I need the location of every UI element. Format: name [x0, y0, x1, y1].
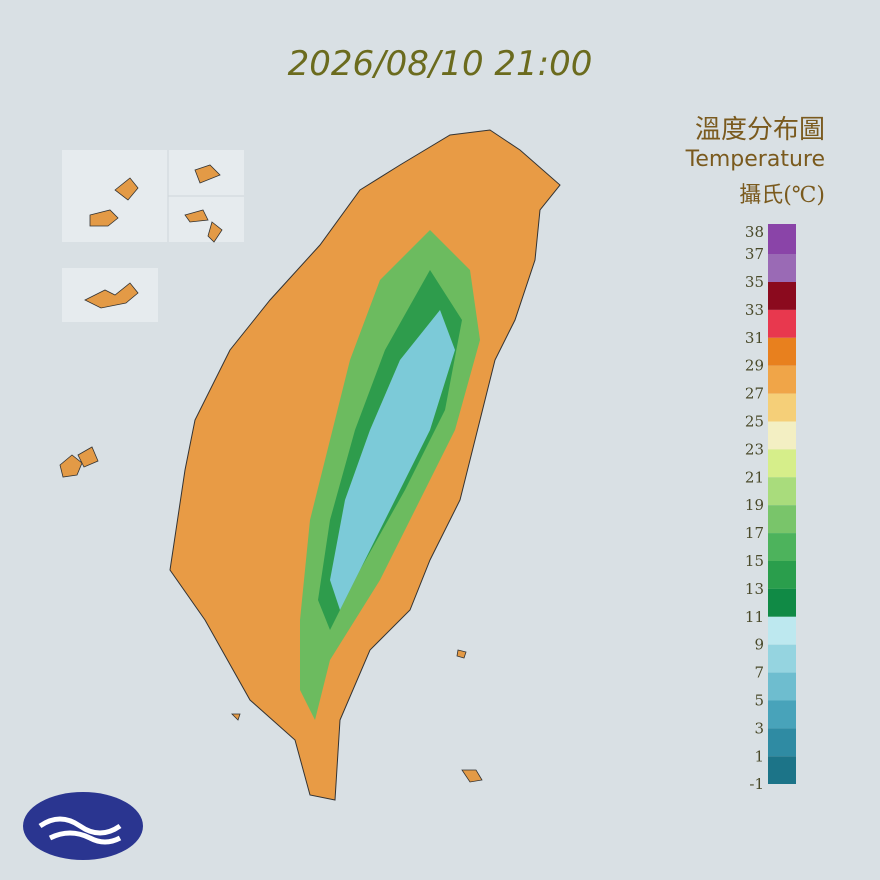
logo — [23, 792, 143, 860]
legend-tick-label: 3 — [754, 719, 764, 737]
legend-swatch — [768, 588, 796, 617]
legend-swatch — [768, 644, 796, 673]
legend-tick-label: 25 — [745, 413, 764, 431]
subtitle: Temperature — [685, 147, 825, 172]
legend-swatch — [768, 393, 796, 422]
legend-swatch — [768, 224, 796, 254]
legend-swatch — [768, 672, 796, 701]
legend-tick-label: 5 — [754, 692, 764, 710]
legend-swatch — [768, 421, 796, 450]
legend-tick-label: 11 — [745, 608, 764, 626]
legend-swatch — [768, 282, 796, 310]
legend-tick-label: 29 — [745, 357, 764, 375]
legend-swatch — [768, 477, 796, 506]
legend-swatch — [768, 309, 796, 338]
unit: 攝氏(℃) — [739, 183, 825, 208]
legend-swatch — [768, 756, 796, 784]
legend-swatch — [768, 700, 796, 729]
legend-tick-label: 33 — [745, 301, 764, 319]
legend-swatch — [768, 533, 796, 561]
legend-tick-label: 17 — [745, 524, 764, 542]
legend-tick-label: 19 — [745, 496, 764, 514]
legend-tick-label: -1 — [749, 775, 764, 793]
legend-swatch — [768, 728, 796, 757]
legend-swatch — [768, 337, 796, 366]
legend-tick-label: 9 — [754, 636, 764, 654]
legend-swatch — [768, 561, 796, 589]
legend-tick-label: 38 — [745, 223, 764, 241]
timestamp: 2026/08/10 21:00 — [288, 44, 593, 84]
insets — [59, 150, 483, 783]
legend-tick-label: 35 — [745, 273, 764, 291]
legend-tick-label: 15 — [745, 552, 764, 570]
legend-tick-label: 7 — [754, 664, 764, 682]
legend-swatch — [768, 449, 796, 478]
legend-tick-label: 27 — [745, 385, 764, 403]
legend-swatch — [768, 505, 796, 534]
legend-tick-label: 13 — [745, 580, 764, 598]
taiwan — [169, 129, 561, 801]
legend-tick-label: 1 — [754, 747, 764, 765]
title: 溫度分布圖 — [695, 115, 825, 145]
legend-tick-label: 31 — [745, 329, 764, 347]
legend-swatch — [768, 254, 796, 282]
legend-tick-label: 21 — [745, 468, 764, 486]
legend-tick-label: 23 — [745, 440, 764, 458]
legend-swatch — [768, 616, 796, 645]
legend-swatch — [768, 365, 796, 394]
legend-tick-label: 37 — [745, 245, 764, 263]
